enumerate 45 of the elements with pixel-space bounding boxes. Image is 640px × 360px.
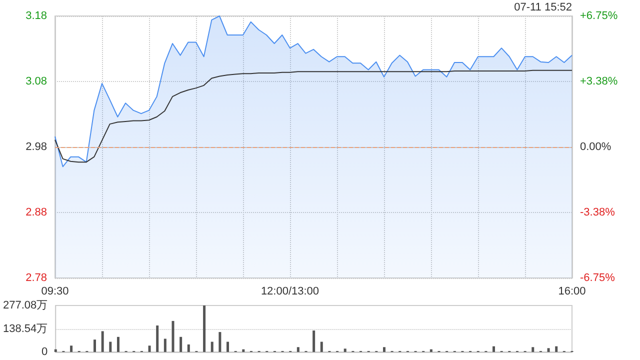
y-tick-label: 0 bbox=[42, 346, 48, 358]
bar bbox=[70, 346, 73, 352]
bar bbox=[210, 342, 214, 352]
bar bbox=[344, 348, 346, 352]
y2-tick-label: +6.75% bbox=[580, 10, 618, 22]
bar bbox=[242, 349, 245, 352]
y-tick-label: 138.54万 bbox=[2, 322, 48, 335]
bar bbox=[312, 330, 316, 352]
bar bbox=[164, 338, 166, 352]
bar bbox=[320, 342, 323, 352]
bar bbox=[218, 332, 222, 352]
y-tick-label: 2.78 bbox=[26, 272, 47, 284]
line-series bbox=[54, 70, 572, 163]
bar bbox=[54, 349, 57, 352]
bar bbox=[116, 336, 120, 352]
bar bbox=[187, 344, 190, 352]
y2-tick-label: 0.00% bbox=[580, 141, 612, 153]
bar bbox=[532, 347, 534, 352]
bar bbox=[296, 347, 300, 352]
y-tick-label: 277.08万 bbox=[2, 300, 48, 312]
bar bbox=[492, 346, 496, 352]
bar bbox=[172, 320, 174, 352]
y2-tick-label: -3.38% bbox=[580, 206, 616, 219]
bar bbox=[148, 346, 151, 352]
bar bbox=[555, 346, 558, 352]
bar bbox=[430, 349, 432, 352]
x-tick-label: 12:00/13:00 bbox=[260, 286, 320, 298]
bar bbox=[547, 348, 550, 352]
bar bbox=[226, 342, 230, 352]
bar bbox=[101, 331, 104, 352]
x-tick-label: 16:00 bbox=[558, 286, 586, 298]
x-tick-label: 09:30 bbox=[41, 286, 69, 298]
y-tick-label: 3.18 bbox=[26, 10, 47, 22]
bar bbox=[156, 325, 159, 352]
bar bbox=[382, 347, 386, 352]
y-tick-label: 2.98 bbox=[26, 141, 47, 153]
bar bbox=[94, 340, 96, 352]
y-tick-label: 2.88 bbox=[26, 206, 47, 218]
text: 07-11 15:52 bbox=[514, 2, 572, 14]
bar bbox=[203, 306, 206, 352]
bar bbox=[180, 336, 182, 352]
y2-tick-label: +3.38% bbox=[580, 75, 618, 88]
y-tick-label: 3.08 bbox=[26, 76, 47, 88]
y2-tick-label: -6.75% bbox=[580, 272, 616, 284]
bar bbox=[109, 342, 112, 352]
